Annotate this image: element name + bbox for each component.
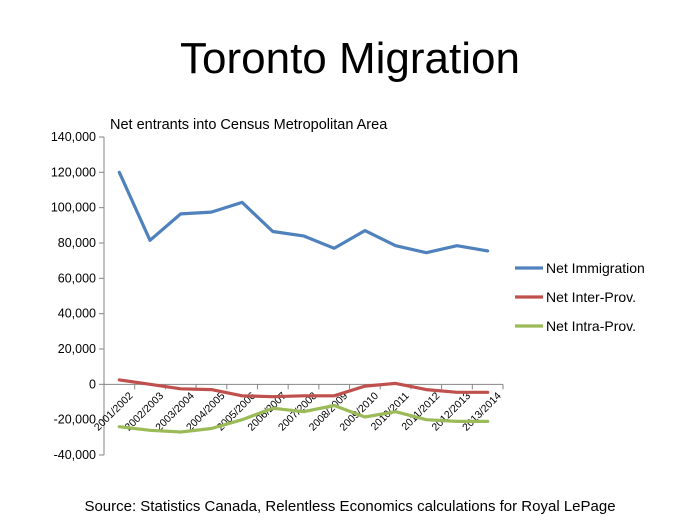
series-line-2 bbox=[117, 378, 490, 399]
series-line-1 bbox=[117, 170, 490, 255]
y-tick-label: 140,000 bbox=[51, 130, 96, 144]
legend-label: Net Inter-Prov. bbox=[546, 289, 636, 305]
y-tick-label: 80,000 bbox=[58, 236, 96, 250]
y-tick-label: 40,000 bbox=[58, 307, 96, 321]
y-tick-label: -40,000 bbox=[54, 448, 96, 462]
legend-label: Net Intra-Prov. bbox=[546, 318, 636, 334]
chart-title: Net entrants into Census Metropolitan Ar… bbox=[110, 117, 388, 133]
legend-label: Net Immigration bbox=[546, 260, 645, 276]
y-tick-label: -20,000 bbox=[54, 413, 96, 427]
source-note: Source: Statistics Canada, Relentless Ec… bbox=[84, 498, 616, 515]
series-line-3 bbox=[117, 403, 490, 434]
y-tick-label: 0 bbox=[89, 377, 96, 391]
slide-title: Toronto Migration bbox=[180, 34, 520, 83]
y-tick-label: 100,000 bbox=[51, 201, 96, 215]
y-tick-label: 20,000 bbox=[58, 342, 96, 356]
y-tick-label: 60,000 bbox=[58, 271, 96, 285]
y-tick-label: 120,000 bbox=[51, 165, 96, 179]
